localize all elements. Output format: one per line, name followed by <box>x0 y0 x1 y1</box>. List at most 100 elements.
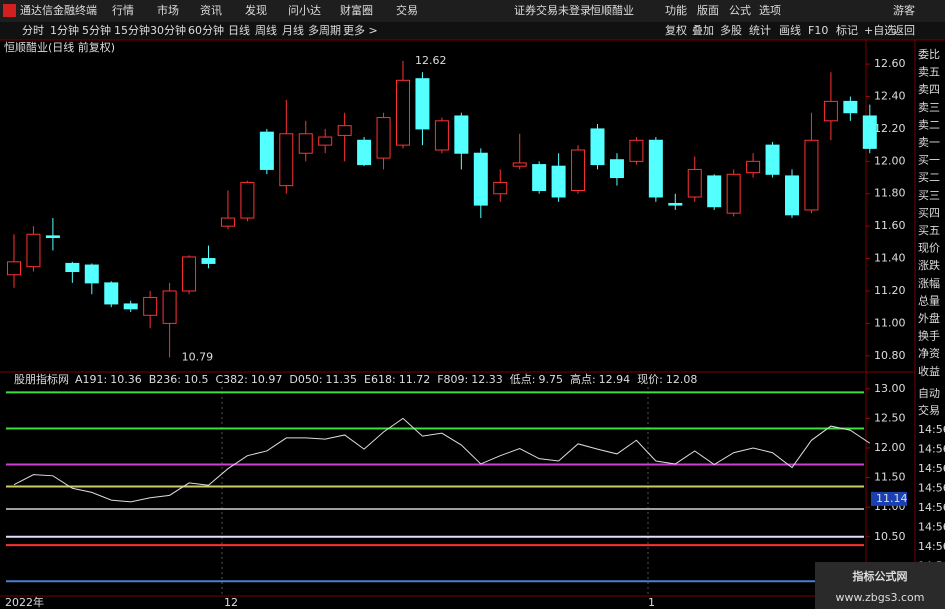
candle-body <box>571 149 586 192</box>
candle-body <box>182 256 197 292</box>
menu-item[interactable]: 财富圈 <box>340 3 373 17</box>
quote-label: 卖三 <box>918 101 940 114</box>
period-tab[interactable]: 分时 <box>22 24 44 37</box>
menu-item[interactable]: 公式 <box>729 4 751 17</box>
candle-body <box>473 152 488 206</box>
time-label: 14:56 <box>918 482 945 495</box>
indicator-value: 10.5 <box>184 373 209 386</box>
candle-body <box>609 159 624 179</box>
menu-item[interactable]: 行情 <box>112 4 134 17</box>
x-label: 2022年 <box>5 595 44 609</box>
quote-label: 买五 <box>918 224 940 237</box>
candle-body <box>298 133 313 154</box>
y-tick-label: 11.40 <box>874 252 906 265</box>
period-tab[interactable]: 月线 <box>282 23 304 37</box>
time-label: 14:56 <box>918 540 945 553</box>
period-tab[interactable]: 周线 <box>255 23 277 37</box>
app-name: 通达信金融终端 <box>20 3 97 17</box>
menu-item[interactable]: 资讯 <box>200 4 222 17</box>
period-tab[interactable]: 更多 > <box>343 23 378 37</box>
indicator-value: 现价: <box>637 373 663 386</box>
quote-label: 卖一 <box>918 136 940 149</box>
candle-body <box>454 115 469 154</box>
indicator-value: 11.72 <box>399 373 431 386</box>
menu-item[interactable]: 版面 <box>697 3 719 17</box>
quote-label: 外盘 <box>918 311 940 325</box>
period-tab[interactable]: 日线 <box>228 23 250 37</box>
indicator-value: C382: <box>215 373 247 386</box>
menu-item[interactable]: 市场 <box>157 3 179 17</box>
tool-button[interactable]: 复权 <box>665 23 687 37</box>
logo <box>3 4 16 17</box>
menu-item[interactable]: 问小达 <box>288 4 321 17</box>
indicator-value: F809: <box>437 373 468 386</box>
menu-item[interactable]: 选项 <box>759 4 781 17</box>
quote-label: 卖五 <box>918 66 940 79</box>
candle-body <box>493 181 508 195</box>
y-tick-label: 11.60 <box>874 219 906 232</box>
indicator-value: A191: <box>75 373 107 386</box>
quote-label: 换手 <box>918 329 940 343</box>
period-tab[interactable]: 60分钟 <box>188 23 224 37</box>
period-tab[interactable]: 15分钟 <box>114 23 150 37</box>
candle-body <box>337 125 352 136</box>
candle-body <box>65 262 80 273</box>
indicator-value: D050: <box>289 373 322 386</box>
tool-button[interactable]: 返回 <box>893 24 915 37</box>
candle-body <box>512 162 527 167</box>
candle-body <box>862 115 877 149</box>
indicator-value: E618: <box>364 373 396 386</box>
time-label: 14:56 <box>918 501 945 514</box>
y-tick-label: 12.00 <box>874 154 906 167</box>
period-tab[interactable]: 多周期 <box>308 23 341 37</box>
period-tab[interactable]: 5分钟 <box>82 23 111 37</box>
tool-button[interactable]: 叠加 <box>692 24 714 37</box>
y-tick-label: 12.60 <box>874 57 906 70</box>
candle-body <box>376 117 391 159</box>
candle-body <box>162 290 177 324</box>
user[interactable]: 游客 <box>893 3 915 17</box>
tool-button[interactable]: 统计 <box>749 24 771 37</box>
tool-button[interactable]: +自选 <box>864 24 895 37</box>
tool-button[interactable]: F10 <box>808 24 828 37</box>
watermark-url: www.zbgs3.com <box>836 591 925 604</box>
quote-label: 买三 <box>918 189 940 202</box>
period-tab[interactable]: 1分钟 <box>50 23 79 37</box>
tool-button[interactable]: 画线 <box>779 23 801 37</box>
candle-body <box>551 165 566 198</box>
candle-body <box>823 100 838 122</box>
y-tick-label: 12.50 <box>874 411 906 424</box>
login-status[interactable]: 证券交易未登录 <box>514 3 591 17</box>
tool-button[interactable]: 多股 <box>720 23 742 37</box>
close-line <box>13 417 871 503</box>
candle-body <box>143 296 158 316</box>
tool-button[interactable]: 标记 <box>836 23 858 37</box>
quote-label: 收益 <box>918 364 940 378</box>
candle-body <box>434 120 449 151</box>
indicator-value: 9.75 <box>538 373 563 386</box>
panel-button[interactable]: 交易 <box>918 403 940 417</box>
panel-button[interactable]: 自动 <box>918 387 940 400</box>
quote-label: 买四 <box>918 206 940 219</box>
y-tick-label: 11.20 <box>874 284 906 297</box>
candle-body <box>201 258 216 264</box>
period-tab[interactable]: 30分钟 <box>150 23 186 37</box>
time-label: 14:56 <box>918 423 945 436</box>
quote-label: 买一 <box>918 154 940 167</box>
candle-body <box>104 282 119 305</box>
menu-item[interactable]: 功能 <box>665 3 687 17</box>
quote-label: 卖四 <box>918 83 940 96</box>
menu-item[interactable]: 发现 <box>245 3 267 17</box>
y-tick-label: 11.00 <box>874 316 906 329</box>
indicator-title: 股朋指标网 <box>14 372 69 386</box>
menu-item[interactable]: 交易 <box>396 3 418 17</box>
price-marker: 11.14 <box>876 492 908 505</box>
candle-body <box>707 175 722 208</box>
indicator-value: B236: <box>149 373 181 386</box>
time-label: 14:56 <box>918 462 945 475</box>
quote-label: 总量 <box>918 293 940 307</box>
candle-body <box>415 78 430 130</box>
y-tick-label: 12.40 <box>874 90 906 103</box>
candle-body <box>396 79 410 146</box>
menu-bar <box>0 0 945 22</box>
